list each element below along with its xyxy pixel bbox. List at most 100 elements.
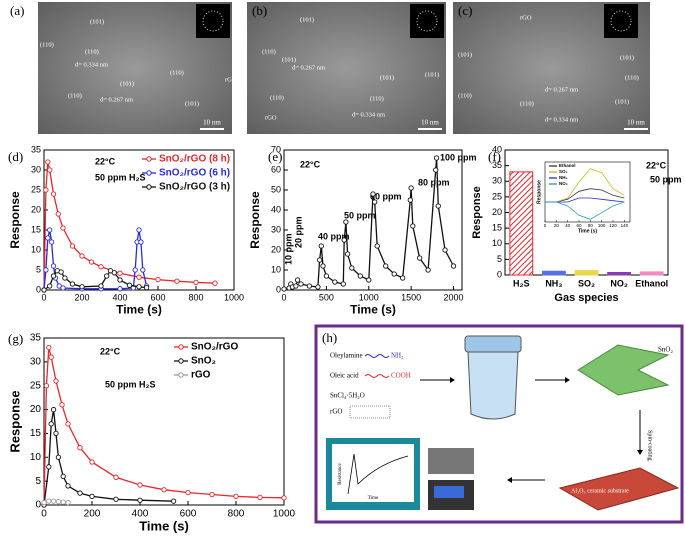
x-tick-label: 140 (621, 223, 629, 228)
y-tick-label: 15 (492, 223, 502, 233)
data-point (50, 273, 57, 279)
arrowhead (637, 450, 643, 455)
data-point (316, 257, 323, 263)
y-tick-label: 0 (35, 500, 41, 511)
monitor-screen (332, 444, 414, 502)
lattice-label: (110) (68, 92, 82, 99)
y-tick-label: 20 (31, 204, 41, 214)
data-point (343, 219, 349, 225)
annotation: 10 ppm (283, 233, 293, 265)
data-point (281, 286, 287, 292)
x-tick-label: 0 (544, 223, 547, 228)
data-point (138, 239, 144, 245)
data-point (340, 281, 346, 287)
data-point (407, 197, 413, 203)
chart: 0 10 20 30 40 50 60 70 0 500 1000 1500 2000 Time (s) R… (248, 144, 476, 316)
lattice-label: (101) (425, 71, 439, 78)
panel-label: (e) (268, 149, 282, 164)
x-tick-label: 0 (41, 292, 46, 302)
panel-label: (c) (458, 3, 472, 18)
x-tick-label: SO₂ (578, 278, 595, 288)
annotation: 22°C (100, 346, 121, 356)
data-point (77, 490, 83, 496)
data-point (48, 421, 54, 427)
data-point (117, 277, 123, 283)
panel-label: (d) (8, 149, 23, 164)
data-point (294, 277, 301, 283)
lattice-label: (101) (120, 80, 134, 87)
scale-label: 10 nm (421, 119, 439, 127)
lattice-label: (110) (370, 95, 384, 102)
data-point (155, 276, 161, 283)
y-tick-label: 0 (276, 284, 281, 294)
data-point (59, 402, 65, 408)
x-tick-label: 600 (150, 292, 165, 302)
data-point (47, 167, 53, 173)
saed-ring (610, 10, 632, 32)
legend-label: NO₂ (559, 181, 568, 186)
panel-label: (g) (8, 331, 23, 346)
y-tick-label: 30 (30, 356, 42, 367)
data-point (161, 487, 167, 493)
legend-label: rGO (191, 370, 211, 381)
legend-label: SnO₂/rGO (191, 342, 238, 353)
y-tick-label: 0 (36, 284, 41, 294)
annotation: 22°C (95, 156, 116, 166)
y-axis-label: Response (536, 180, 542, 204)
data-point (65, 499, 71, 506)
product-label: SnO₂ (658, 346, 673, 354)
reagent: SnCl₄·5H₂O (330, 392, 365, 400)
arrowhead (565, 377, 570, 383)
data-point (55, 499, 62, 505)
data-point (60, 225, 66, 231)
bar (574, 270, 599, 276)
annotation: 22°C (300, 159, 321, 169)
lattice-label: d= 0.334 nm (75, 61, 108, 68)
plot-frame (43, 149, 235, 291)
group: NH₂ (391, 352, 404, 360)
data-point (383, 263, 389, 269)
reagent: Oleylamine (330, 352, 363, 360)
y-tick-label: 50 (271, 184, 281, 194)
data-point (60, 499, 66, 505)
series-line (545, 168, 625, 203)
plot-frame (43, 337, 285, 506)
x-axis-label: Time (s) (139, 518, 189, 533)
data-point (126, 282, 133, 288)
data-point (79, 284, 85, 290)
x-tick-label: H₂S (513, 278, 530, 288)
arrowhead (450, 377, 455, 383)
x-tick-label: 1000 (224, 292, 244, 302)
x-tick-label: 500 (319, 292, 334, 302)
rgo-sheet (349, 405, 391, 419)
data-point (98, 264, 104, 270)
data-point (332, 279, 338, 285)
data-point (79, 253, 85, 259)
x-tick-label: Ethanol (635, 278, 668, 288)
x-tick-label: 80 (588, 223, 594, 228)
data-point (65, 421, 71, 427)
y-tick-label: 5 (497, 254, 502, 264)
saed-inset (604, 4, 638, 38)
data-point (117, 270, 123, 276)
chart: 0 5 10 15 20 25 30 35 0 200 400 600 800 1000 Time (s) R… (7, 331, 295, 533)
data-point (442, 247, 448, 253)
saed-inset (196, 4, 230, 38)
data-point (50, 263, 57, 269)
data-point (170, 498, 177, 504)
y-tick-label: 20 (492, 207, 502, 217)
autoclave (467, 351, 519, 420)
photo-device (428, 448, 474, 474)
data-point (366, 277, 372, 283)
data-point (357, 273, 363, 279)
chart: 0 20 40 60 80 100 120 140 Time (s) Response Ethano… (536, 161, 631, 234)
y-tick-label: 25 (31, 184, 41, 194)
data-point (47, 283, 53, 289)
annotation: 100 ppm (440, 152, 477, 162)
annotation: 50 ppm (344, 210, 376, 220)
x-tick-label: 400 (112, 292, 127, 302)
data-point (43, 267, 49, 273)
legend-label: SnO₂/rGO (8 h) (159, 154, 230, 165)
lattice-label: (101) (380, 74, 394, 81)
x-tick-label: 1500 (401, 292, 421, 302)
